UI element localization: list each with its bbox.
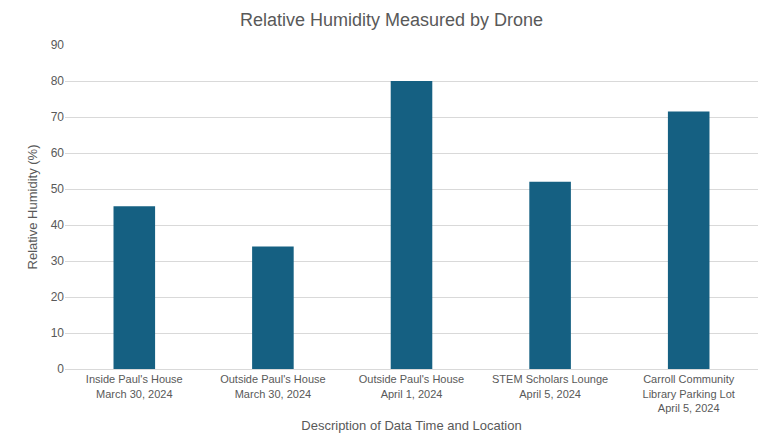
svg-text:40: 40 [51, 218, 65, 232]
svg-text:30: 30 [51, 254, 65, 268]
svg-text:0: 0 [57, 362, 64, 376]
svg-text:Carroll CommunityLibrary Parki: Carroll CommunityLibrary Parking LotApri… [643, 373, 735, 414]
svg-text:50: 50 [51, 182, 65, 196]
svg-text:STEM Scholars LoungeApril 5, 2: STEM Scholars LoungeApril 5, 2024 [492, 373, 608, 399]
svg-text:Relative Humidity Measured by: Relative Humidity Measured by Drone [240, 10, 543, 30]
svg-text:Inside Paul's HouseMarch 30, 2: Inside Paul's HouseMarch 30, 2024 [86, 373, 183, 399]
svg-text:60: 60 [51, 146, 65, 160]
svg-text:20: 20 [51, 290, 65, 304]
svg-text:70: 70 [51, 110, 65, 124]
svg-text:Outside Paul's HouseMarch 30,: Outside Paul's HouseMarch 30, 2024 [220, 373, 325, 399]
svg-text:10: 10 [51, 326, 65, 340]
svg-text:Description of Data Time and L: Description of Data Time and Location [301, 418, 521, 433]
svg-text:80: 80 [51, 74, 65, 88]
svg-text:Relative Humidity (%): Relative Humidity (%) [25, 145, 40, 270]
svg-text:Outside Paul's HouseApril 1, 2: Outside Paul's HouseApril 1, 2024 [359, 373, 464, 399]
svg-text:90: 90 [51, 38, 65, 52]
